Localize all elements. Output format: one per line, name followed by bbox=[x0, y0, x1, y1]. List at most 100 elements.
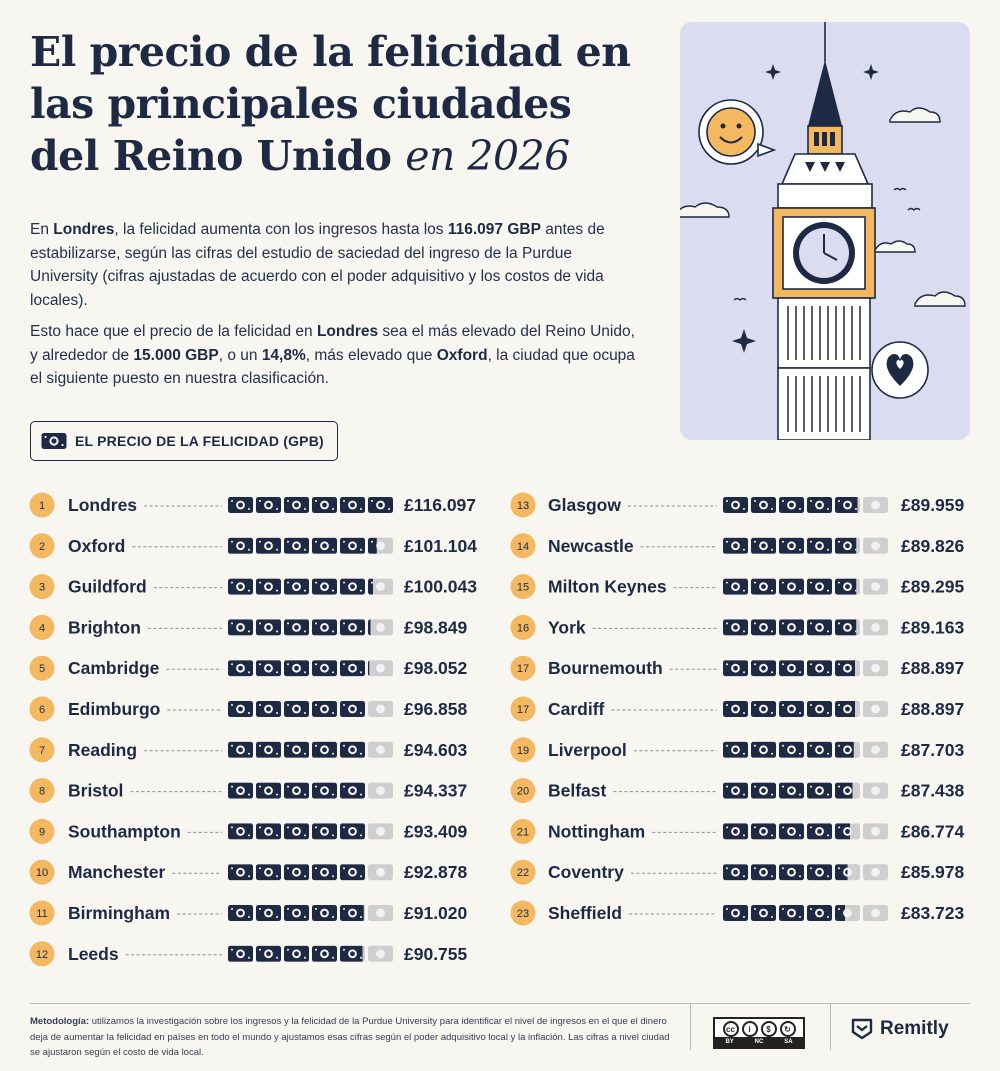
banknote-center bbox=[322, 829, 327, 834]
banknote-corner bbox=[276, 671, 278, 674]
banknote-center bbox=[322, 625, 327, 630]
rank-circle bbox=[510, 859, 536, 885]
banknote-corner bbox=[838, 785, 840, 788]
banknote-empty-center bbox=[376, 745, 385, 755]
banknote-corner bbox=[838, 581, 840, 584]
title-line-2: las principales ciudades bbox=[30, 80, 572, 128]
banknote-icon bbox=[228, 741, 253, 758]
city-label: Bristol bbox=[68, 781, 123, 801]
chart-row: 13 Glasgow £89.959 bbox=[510, 492, 965, 518]
banknote-bar bbox=[228, 945, 393, 962]
banknote-corner bbox=[287, 785, 289, 788]
banknote-corner bbox=[287, 744, 289, 747]
banknote-center bbox=[733, 829, 738, 834]
value-label: £88.897 bbox=[901, 699, 964, 719]
title-line-3-main: del Reino Unido bbox=[30, 132, 392, 180]
text: , la ciudad que ocupa el siguiente puest… bbox=[30, 346, 635, 388]
banknote-center bbox=[817, 502, 822, 508]
banknote-body bbox=[368, 537, 377, 554]
banknote-icon bbox=[807, 741, 832, 758]
banknote-corner bbox=[360, 712, 362, 714]
banknote-corner bbox=[315, 622, 317, 625]
banknote-center bbox=[350, 951, 355, 957]
banknote-corner bbox=[782, 867, 784, 870]
banknote-corner bbox=[231, 908, 233, 910]
license-sa: SA bbox=[784, 1039, 793, 1045]
value-label: £89.295 bbox=[901, 577, 965, 597]
rank-label: 9 bbox=[39, 826, 45, 838]
banknote-corner bbox=[259, 663, 261, 666]
chart-row: 17 Cardiff £88.897 bbox=[510, 696, 964, 722]
banknote-center bbox=[845, 584, 850, 589]
banknote-corner bbox=[838, 663, 840, 666]
banknote-icon bbox=[779, 701, 804, 717]
banknote-icon bbox=[284, 905, 309, 921]
banknote-corner bbox=[276, 834, 278, 837]
banknote-center bbox=[733, 910, 738, 916]
banknote-corner bbox=[799, 793, 801, 796]
banknote-icon bbox=[751, 905, 776, 921]
nc-icon: $ bbox=[760, 1021, 777, 1037]
banknote-icon bbox=[256, 741, 281, 758]
city-label: Bournemouth bbox=[548, 658, 663, 678]
rank-circle bbox=[29, 941, 55, 967]
banknote-center bbox=[294, 502, 299, 508]
banknote-center bbox=[238, 625, 243, 630]
title-line-1: El precio de la felicidad en bbox=[30, 28, 631, 76]
banknote-corner bbox=[726, 785, 728, 788]
rank-label: 14 bbox=[517, 541, 529, 553]
banknote-icon bbox=[312, 537, 337, 554]
banknote-corner bbox=[248, 793, 250, 796]
banknote-bar bbox=[228, 660, 393, 677]
banknote-center bbox=[322, 706, 327, 712]
banknote-icon bbox=[779, 619, 804, 636]
banknote-corner bbox=[231, 581, 233, 584]
chart-row: 6 Edimburgo £96.858 bbox=[29, 696, 468, 722]
banknote-center bbox=[761, 584, 766, 589]
banknote-icon bbox=[807, 823, 832, 840]
banknote-corner bbox=[276, 548, 278, 551]
banknote-icon bbox=[723, 660, 748, 677]
banknote-corner bbox=[726, 704, 728, 706]
banknote-empty-center bbox=[871, 623, 880, 632]
banknote-corner bbox=[315, 867, 317, 870]
value-label: £101.104 bbox=[404, 536, 477, 556]
banknote-corner bbox=[248, 508, 250, 510]
banknote-corner bbox=[231, 704, 233, 706]
banknote-center bbox=[733, 665, 738, 671]
banknote-corner bbox=[259, 744, 261, 747]
banknote-icon bbox=[284, 619, 309, 636]
chart-row: 11 Birmingham £91.020 bbox=[29, 900, 468, 926]
banknote-center bbox=[350, 869, 355, 875]
banknote-corner bbox=[799, 508, 801, 510]
banknote-icon bbox=[835, 823, 850, 840]
banknote-empty-center bbox=[871, 663, 880, 673]
banknote-icon bbox=[751, 660, 776, 677]
banknote-center bbox=[761, 706, 766, 712]
banknote-icon bbox=[312, 823, 337, 840]
banknote-corner bbox=[810, 867, 812, 870]
banknote-icon bbox=[284, 823, 309, 840]
banknote-corner bbox=[248, 671, 250, 674]
banknote-center bbox=[294, 747, 299, 753]
banknote-bar bbox=[228, 864, 393, 881]
banknote-corner bbox=[726, 622, 728, 625]
rank-circle bbox=[510, 533, 536, 559]
banknote-corner bbox=[743, 548, 745, 551]
banknote-center bbox=[322, 951, 327, 957]
banknote-corner bbox=[304, 671, 306, 674]
banknote-center bbox=[238, 869, 243, 875]
banknote-corner bbox=[231, 948, 233, 951]
banknote-corner bbox=[799, 916, 801, 918]
banknote-corner bbox=[743, 752, 745, 755]
banknote-corner bbox=[343, 908, 345, 910]
banknote-corner bbox=[248, 875, 250, 878]
banknote-corner bbox=[315, 744, 317, 747]
banknote-corner bbox=[287, 622, 289, 625]
chart-row: 1 Londres £116.097 bbox=[29, 492, 476, 518]
chart-row: 8 Bristol £94.337 bbox=[29, 778, 467, 804]
banknote-corner bbox=[304, 712, 306, 714]
banknote-center bbox=[733, 502, 738, 508]
rank-circle bbox=[29, 900, 55, 926]
banknote-corner bbox=[276, 793, 278, 796]
